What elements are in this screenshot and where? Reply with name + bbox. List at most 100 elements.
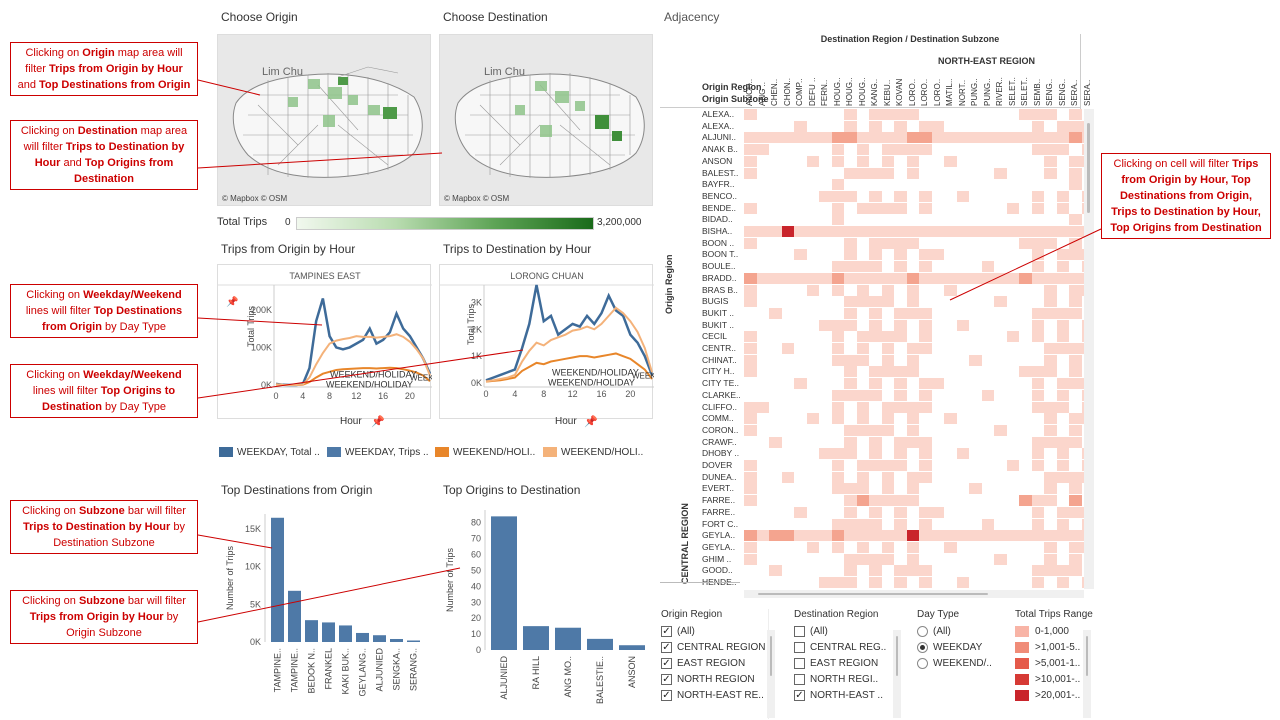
bar-1[interactable] — [288, 590, 301, 642]
adjacency-cell[interactable] — [969, 272, 982, 284]
adjacency-cell[interactable] — [944, 284, 957, 296]
adjacency-cell[interactable] — [831, 530, 844, 542]
adjacency-cell[interactable] — [744, 331, 757, 343]
adjacency-cell[interactable] — [856, 553, 869, 565]
dest-filter-scroll[interactable] — [893, 630, 901, 718]
adjacency-cell[interactable] — [806, 132, 819, 144]
adjacency-cell[interactable] — [969, 354, 982, 366]
adjacency-cell[interactable] — [844, 366, 857, 378]
adjacency-cell[interactable] — [919, 436, 932, 448]
adjacency-cell[interactable] — [831, 155, 844, 167]
adjacency-cell[interactable] — [919, 226, 932, 237]
adjacency-cell[interactable] — [894, 331, 907, 343]
adjacency-cell[interactable] — [831, 471, 844, 483]
adjacency-cell[interactable] — [856, 541, 869, 553]
adjacency-cell[interactable] — [869, 296, 882, 308]
adjacency-cell[interactable] — [894, 565, 907, 577]
checkbox[interactable]: ✓ — [661, 641, 672, 653]
adjacency-cell[interactable] — [844, 495, 857, 507]
adjacency-cell[interactable] — [744, 483, 757, 495]
adjacency-cell[interactable] — [869, 237, 882, 249]
checkbox[interactable] — [794, 657, 805, 669]
adjacency-row-header[interactable]: BOON .. — [702, 237, 735, 248]
adjacency-col-header[interactable]: KEBU.. — [882, 79, 892, 106]
adjacency-cell[interactable] — [856, 401, 869, 413]
adjacency-row-header[interactable]: GEYLA.. — [702, 530, 736, 541]
adjacency-cell[interactable] — [869, 565, 882, 577]
adjacency-cell[interactable] — [769, 132, 782, 144]
adjacency-cell[interactable] — [1069, 471, 1082, 483]
adjacency-cell[interactable] — [919, 401, 932, 413]
adjacency-cell[interactable] — [894, 144, 907, 156]
range-legend-item[interactable]: >1,001-5.. — [1015, 640, 1093, 656]
adjacency-col-header[interactable]: SERA.. — [1082, 79, 1092, 106]
bar-category-label[interactable]: TAMPINE.. — [290, 648, 300, 692]
adjacency-col-header[interactable]: SELET.. — [1007, 77, 1017, 106]
adjacency-cell[interactable] — [944, 226, 957, 237]
adjacency-col-header[interactable]: SENG.. — [1045, 78, 1054, 106]
adjacency-cell[interactable] — [906, 307, 919, 319]
bar-0[interactable] — [271, 517, 284, 642]
adjacency-cell[interactable] — [744, 413, 757, 425]
adjacency-cell[interactable] — [881, 483, 894, 495]
adjacency-cell[interactable] — [819, 132, 832, 144]
adjacency-cell[interactable] — [969, 132, 982, 144]
adjacency-cell[interactable] — [956, 190, 969, 202]
filter-option[interactable]: (All) — [794, 624, 886, 640]
adjacency-cell[interactable] — [1056, 436, 1069, 448]
adjacency-row-header[interactable]: BISHA.. — [702, 226, 733, 236]
adjacency-cell[interactable] — [844, 530, 857, 542]
adjacency-cell[interactable] — [1056, 132, 1069, 144]
adjacency-cell[interactable] — [1031, 436, 1044, 448]
radio[interactable] — [917, 657, 928, 669]
adjacency-cell[interactable] — [769, 565, 782, 577]
bar-2[interactable] — [305, 620, 318, 642]
adjacency-cell[interactable] — [769, 530, 782, 542]
adjacency-cell[interactable] — [944, 272, 957, 284]
adjacency-cell[interactable] — [906, 144, 919, 156]
adjacency-cell[interactable] — [931, 226, 944, 237]
adjacency-cell[interactable] — [806, 284, 819, 296]
adjacency-cell[interactable] — [1031, 226, 1044, 237]
adjacency-cell[interactable] — [806, 530, 819, 542]
adjacency-cell[interactable] — [919, 307, 932, 319]
adjacency-cell[interactable] — [919, 272, 932, 284]
adjacency-cell[interactable] — [1069, 120, 1082, 132]
adjacency-cell[interactable] — [1069, 530, 1082, 542]
adjacency-cell[interactable] — [1056, 307, 1069, 319]
adjacency-cell[interactable] — [919, 249, 932, 261]
filter-option[interactable]: NORTH REGI.. — [794, 672, 886, 688]
filter-option[interactable]: CENTRAL REG.. — [794, 640, 886, 656]
adjacency-cell[interactable] — [906, 109, 919, 120]
adjacency-col-header[interactable]: KOVAN — [895, 78, 904, 106]
adjacency-cell[interactable] — [894, 249, 907, 261]
adjacency-cell[interactable] — [806, 272, 819, 284]
legend-weekend-1[interactable]: WEEKEND/HOLI.. — [435, 447, 535, 458]
adjacency-cell[interactable] — [969, 226, 982, 237]
adjacency-cell[interactable] — [931, 249, 944, 261]
adjacency-cell[interactable] — [844, 424, 857, 436]
adjacency-row-header[interactable]: ALJUNI.. — [702, 132, 737, 143]
adjacency-cell[interactable] — [906, 155, 919, 167]
adjacency-cell[interactable] — [1069, 155, 1082, 167]
adjacency-cell[interactable] — [831, 460, 844, 471]
adjacency-cell[interactable] — [794, 272, 807, 284]
origin-map[interactable]: Lim Chu © Mapbox © OSM — [217, 34, 431, 206]
adjacency-cell[interactable] — [1006, 202, 1019, 214]
adjacency-cell[interactable] — [844, 354, 857, 366]
adjacency-cell[interactable] — [981, 518, 994, 530]
adjacency-cell[interactable] — [856, 226, 869, 237]
adjacency-cell[interactable] — [806, 541, 819, 553]
adjacency-cell[interactable] — [831, 144, 844, 156]
adjacency-cell[interactable] — [844, 132, 857, 144]
adjacency-cell[interactable] — [881, 109, 894, 120]
bar-category-label[interactable]: BEDOK N.. — [307, 648, 317, 694]
adjacency-cell[interactable] — [844, 577, 857, 588]
checkbox[interactable]: ✓ — [661, 673, 672, 685]
adjacency-cell[interactable] — [1031, 109, 1044, 120]
adjacency-col-header[interactable]: SELET.. — [1020, 77, 1029, 106]
adjacency-cell[interactable] — [756, 401, 769, 413]
adjacency-cell[interactable] — [869, 226, 882, 237]
adjacency-cell[interactable] — [744, 296, 757, 308]
adjacency-cell[interactable] — [881, 155, 894, 167]
